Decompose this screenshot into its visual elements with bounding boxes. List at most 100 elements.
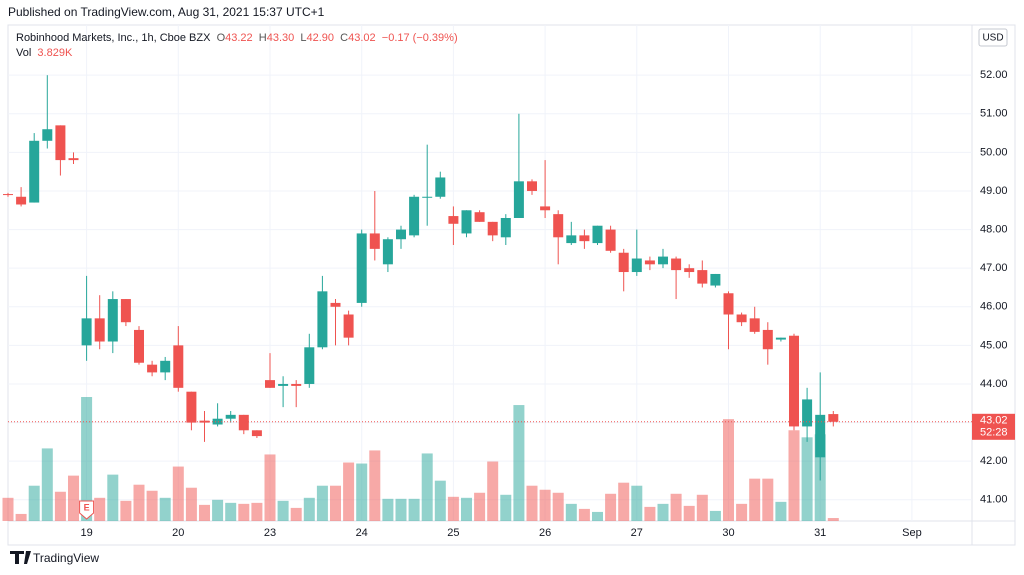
l-value: 42.90 — [306, 32, 335, 44]
volume-bar — [120, 500, 132, 521]
x-tick-label: 31 — [814, 527, 826, 539]
candle-body — [317, 291, 328, 348]
candle-body — [500, 217, 511, 238]
x-tick-label: 20 — [172, 527, 184, 539]
c-label: C — [340, 32, 349, 44]
candle-body — [566, 235, 577, 244]
candle-body — [212, 418, 223, 425]
candle-body — [658, 256, 668, 265]
volume-bar — [277, 500, 289, 521]
h-value: 43.30 — [266, 32, 295, 44]
volume-bar — [199, 504, 210, 521]
volume-bar — [2, 497, 14, 521]
volume-bar — [513, 405, 525, 521]
candle-body — [396, 229, 406, 240]
candle-body — [540, 206, 551, 211]
y-tick-label: 51.00 — [980, 108, 1008, 120]
volume-bar — [434, 480, 446, 521]
volume-bar — [356, 463, 368, 521]
volume-bar — [631, 485, 643, 521]
volume-bar — [146, 490, 158, 521]
volume-bar — [408, 498, 420, 521]
volume-bar — [709, 510, 721, 521]
vol-value: 3.829K — [37, 47, 73, 59]
candle-body — [94, 318, 105, 342]
candle-body — [278, 383, 289, 386]
volume-bar — [41, 448, 53, 521]
h-label: H — [258, 32, 267, 44]
volume-bar — [487, 461, 499, 521]
candle-body — [186, 391, 197, 423]
x-tick-label: 24 — [356, 527, 368, 539]
candle-body — [134, 329, 144, 363]
candle-body — [762, 329, 773, 350]
volume-bar — [618, 482, 630, 521]
candle-body — [710, 273, 721, 286]
candle-body — [251, 430, 262, 437]
candle-body — [55, 125, 66, 161]
volume-bar — [644, 506, 656, 521]
volume-bar — [565, 503, 577, 521]
volume-bar — [212, 499, 224, 521]
volume-bar — [657, 503, 669, 521]
earnings-marker-shape — [79, 500, 95, 520]
candle-body — [356, 233, 367, 303]
candle-body — [644, 260, 655, 265]
candle-body — [225, 414, 236, 419]
x-tick-label: 27 — [631, 527, 643, 539]
candle-body — [435, 177, 446, 197]
volume-legend: Vol 3.829K — [16, 47, 72, 59]
y-tick-label: 48.00 — [980, 223, 1008, 235]
grid — [8, 25, 972, 521]
candle-body — [304, 347, 315, 384]
volume-bar — [290, 507, 302, 521]
candle-body — [723, 293, 734, 315]
volume-bar — [159, 497, 171, 521]
candle-body — [422, 196, 433, 198]
o-label: O — [216, 32, 226, 44]
volume-bar — [395, 498, 407, 521]
x-tick-label: Sep — [902, 527, 922, 539]
volume-bar — [775, 501, 787, 521]
candle-body — [513, 181, 524, 218]
volume-bar — [28, 485, 40, 521]
volume-bar — [382, 498, 394, 521]
candle-body — [81, 318, 92, 346]
volume-bar — [696, 494, 708, 521]
x-tick-label: 23 — [264, 527, 276, 539]
last-price-label: 43.02 — [980, 415, 1008, 427]
candle-body — [16, 196, 27, 205]
volume-bar — [461, 497, 472, 521]
volume-bar — [251, 502, 263, 521]
volume-bar — [762, 478, 774, 521]
logo-icon — [10, 551, 31, 564]
last-price-box — [972, 413, 1015, 440]
y-tick-label: 44.00 — [980, 378, 1008, 390]
currency-box[interactable] — [978, 28, 1008, 47]
volume-bar — [303, 497, 315, 521]
y-tick-label: 50.00 — [980, 146, 1008, 158]
candle-body — [618, 252, 629, 273]
y-tick-label: 47.00 — [980, 262, 1008, 274]
x-tick-label: 26 — [539, 527, 551, 539]
candle-body — [409, 196, 420, 236]
candle-body — [605, 229, 616, 251]
currency: USD — [982, 33, 1003, 44]
candle-body — [828, 414, 839, 422]
candle-body — [265, 380, 275, 388]
earnings-marker: E — [84, 502, 90, 512]
candle-body — [697, 270, 708, 284]
candle-body — [343, 314, 354, 338]
volume-bars — [2, 397, 839, 521]
y-tick-label: 45.00 — [980, 339, 1008, 351]
y-tick-label: 42.00 — [980, 455, 1008, 467]
symbol: Robinhood Markets, Inc., 1h, Cboe BZX — [16, 32, 211, 44]
volume-bar — [788, 430, 800, 521]
volume-bar — [683, 505, 695, 521]
volume-bar — [552, 492, 564, 521]
x-tick-label: 25 — [447, 527, 459, 539]
volume-bar — [264, 454, 276, 521]
volume-bar — [81, 397, 93, 521]
volume-bar — [225, 502, 237, 521]
